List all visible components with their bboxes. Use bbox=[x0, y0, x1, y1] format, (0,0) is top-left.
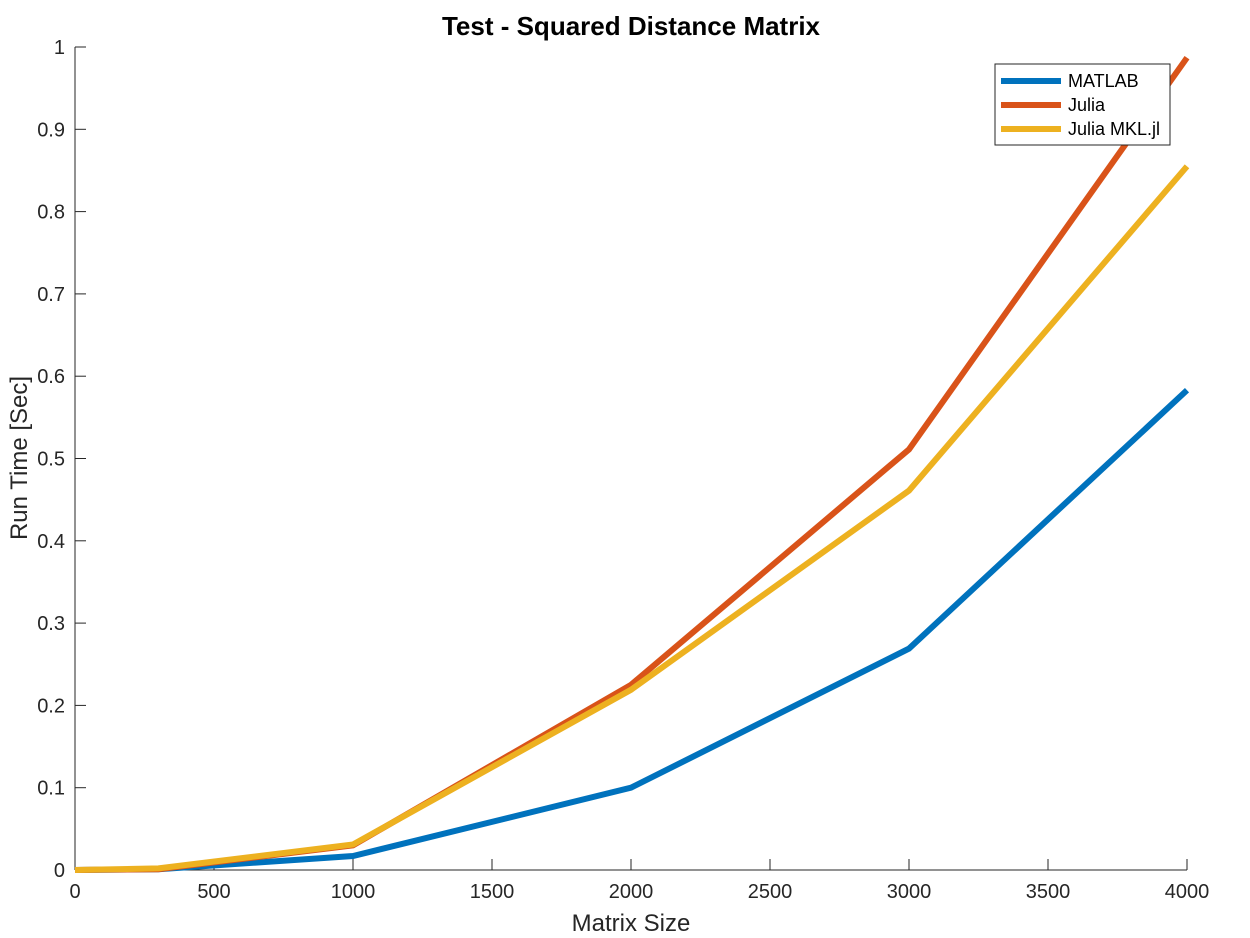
legend-label: MATLAB bbox=[1068, 71, 1139, 91]
y-tick-label: 0.1 bbox=[37, 778, 65, 800]
y-tick-label: 0 bbox=[54, 860, 65, 882]
legend-label: Julia bbox=[1068, 95, 1106, 115]
x-tick-label: 0 bbox=[69, 881, 80, 903]
legend-label: Julia MKL.jl bbox=[1068, 119, 1160, 139]
series-line-julia bbox=[74, 55, 1190, 873]
x-tick-label: 1500 bbox=[470, 881, 515, 903]
x-axis-ticks: 0 500 1000 1500 2000 2500 3000 3500 4000 bbox=[69, 859, 1209, 903]
y-tick-label: 0.6 bbox=[37, 366, 65, 388]
series-lines bbox=[74, 55, 1190, 873]
series-line-matlab bbox=[74, 388, 1190, 873]
chart-title: Test - Squared Distance Matrix bbox=[442, 11, 821, 41]
x-tick-label: 2000 bbox=[609, 881, 654, 903]
y-tick-label: 0.2 bbox=[37, 695, 65, 717]
y-tick-label: 0.4 bbox=[37, 531, 65, 553]
y-tick-label: 0.9 bbox=[37, 119, 65, 141]
x-tick-label: 500 bbox=[197, 881, 230, 903]
plot-axes bbox=[74, 47, 1187, 871]
x-tick-label: 3000 bbox=[887, 881, 932, 903]
y-tick-label: 1 bbox=[54, 37, 65, 59]
x-tick-label: 4000 bbox=[1165, 881, 1210, 903]
y-tick-label: 0.3 bbox=[37, 613, 65, 635]
y-axis-title: Run Time [Sec] bbox=[6, 376, 33, 540]
x-tick-label: 1000 bbox=[331, 881, 376, 903]
y-axis-ticks: 0 0.1 0.2 0.3 0.4 0.5 0.6 0.7 0.8 0.9 1 bbox=[37, 37, 86, 882]
series-line-julia-mkl-jl bbox=[74, 164, 1190, 873]
y-tick-label: 0.5 bbox=[37, 449, 65, 471]
x-tick-label: 3500 bbox=[1026, 881, 1071, 903]
x-tick-label: 2500 bbox=[748, 881, 793, 903]
x-axis-title: Matrix Size bbox=[572, 910, 691, 937]
y-tick-label: 0.8 bbox=[37, 202, 65, 224]
y-tick-label: 0.7 bbox=[37, 284, 65, 306]
legend: MATLAB Julia Julia MKL.jl bbox=[994, 63, 1171, 146]
